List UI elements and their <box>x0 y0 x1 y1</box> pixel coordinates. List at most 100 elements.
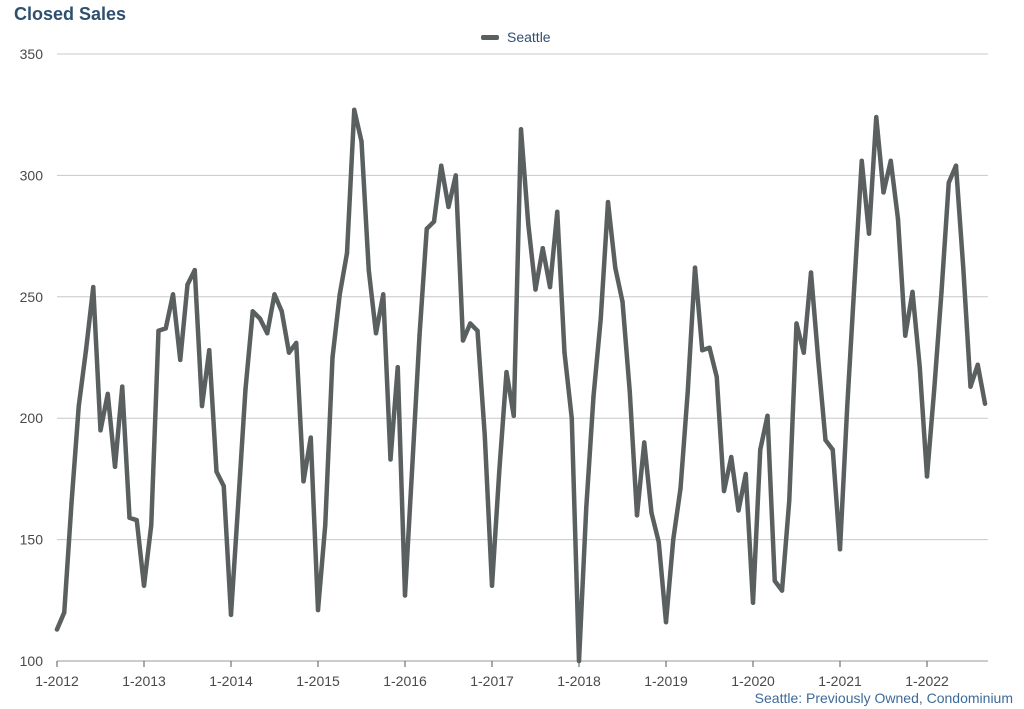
data-point <box>613 265 618 270</box>
x-tick-label-1-2021: 1-2021 <box>818 673 862 689</box>
data-point <box>895 216 901 222</box>
data-point <box>504 369 509 375</box>
data-point <box>352 107 357 113</box>
data-point <box>591 394 596 399</box>
data-point <box>917 365 922 370</box>
data-point <box>932 386 937 392</box>
data-point <box>250 309 255 314</box>
data-point <box>526 221 531 227</box>
data-point <box>395 365 400 370</box>
data-point <box>76 403 81 409</box>
data-point <box>156 328 161 333</box>
data-point <box>671 537 676 542</box>
data-point <box>903 333 908 338</box>
data-point <box>685 389 690 394</box>
data-point <box>562 350 567 355</box>
data-point <box>946 180 951 185</box>
data-point <box>381 292 386 297</box>
data-point <box>105 391 110 397</box>
data-point <box>642 440 647 445</box>
data-point <box>837 547 843 552</box>
data-point <box>707 345 712 350</box>
data-point <box>141 583 147 588</box>
data-point <box>98 428 103 433</box>
data-point <box>120 384 125 389</box>
data-point <box>816 357 821 363</box>
data-point <box>257 316 263 321</box>
y-tick-label-100: 100 <box>20 653 44 669</box>
data-point <box>439 163 444 168</box>
footer-note: Seattle: Previously Owned, Condominium <box>754 690 1013 706</box>
data-point <box>678 486 683 491</box>
data-point <box>584 505 589 511</box>
data-point <box>569 416 574 421</box>
x-tick-label-1-2014: 1-2014 <box>209 673 253 689</box>
data-point <box>482 432 487 438</box>
data-point <box>801 350 806 355</box>
data-point <box>823 437 828 443</box>
data-point <box>830 447 835 452</box>
data-point <box>62 610 67 615</box>
data-point <box>417 333 422 338</box>
data-point <box>91 284 96 290</box>
data-point <box>127 515 132 520</box>
data-point <box>373 331 379 336</box>
data-point <box>170 292 176 297</box>
data-point <box>758 447 763 452</box>
data-point <box>337 292 342 297</box>
data-point <box>475 328 480 333</box>
data-point <box>982 401 988 406</box>
data-point <box>402 593 408 598</box>
data-point <box>692 265 698 270</box>
data-point <box>315 607 321 613</box>
data-point <box>663 619 669 625</box>
data-point <box>112 464 118 469</box>
data-point <box>446 204 451 210</box>
y-tick-label-350: 350 <box>20 46 44 62</box>
data-point <box>555 209 560 215</box>
data-point <box>700 348 705 353</box>
data-point <box>460 338 466 343</box>
data-point <box>366 267 371 273</box>
x-tick-label-1-2020: 1-2020 <box>731 673 775 689</box>
data-point <box>221 483 226 489</box>
data-point <box>881 190 886 195</box>
data-point <box>497 469 502 474</box>
data-point <box>265 331 270 336</box>
data-point <box>185 282 190 287</box>
data-point <box>975 362 980 367</box>
y-tick-label-200: 200 <box>20 410 44 426</box>
data-point <box>323 522 328 528</box>
x-tick-label-1-2018: 1-2018 <box>557 673 601 689</box>
x-tick-label-1-2013: 1-2013 <box>122 673 166 689</box>
data-point <box>294 340 299 346</box>
data-point <box>192 267 197 273</box>
data-point <box>453 173 458 178</box>
x-tick-label-1-2022: 1-2022 <box>905 673 949 689</box>
data-point <box>236 500 241 506</box>
data-point <box>511 413 516 418</box>
data-point <box>286 350 292 355</box>
data-point <box>924 474 930 479</box>
y-tick-label-300: 300 <box>20 167 44 183</box>
data-point <box>576 658 582 664</box>
data-point <box>953 163 959 168</box>
data-point <box>540 246 545 251</box>
y-tick-label-150: 150 <box>20 532 44 548</box>
x-tick-label-1-2012: 1-2012 <box>35 673 79 689</box>
x-tick-label-1-2017: 1-2017 <box>470 673 514 689</box>
data-point <box>808 270 814 275</box>
data-point <box>779 588 785 593</box>
data-point <box>888 158 893 164</box>
legend-label-seattle: Seattle <box>507 29 551 45</box>
data-point <box>736 508 741 513</box>
data-point <box>910 289 915 295</box>
data-point <box>83 348 89 353</box>
data-point <box>163 326 168 331</box>
data-point <box>743 471 748 477</box>
x-tick-label-1-2015: 1-2015 <box>296 673 340 689</box>
data-point <box>547 284 553 290</box>
data-point <box>859 158 864 164</box>
data-point <box>69 500 74 506</box>
data-point <box>308 435 313 440</box>
